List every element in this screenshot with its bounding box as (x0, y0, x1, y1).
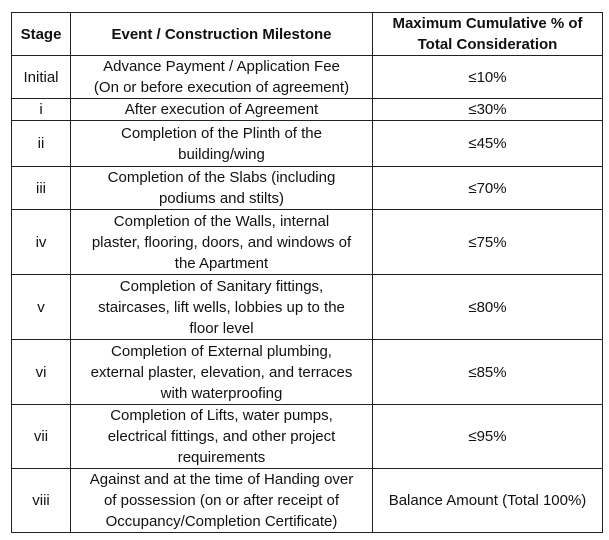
stage-cell: vi (11, 339, 71, 405)
table-row: iv Completion of the Walls, internal plast… (11, 209, 603, 275)
stage-cell: iv (11, 209, 71, 275)
event-cell: Completion of Sanitary fittings, staircas… (70, 274, 373, 340)
event-line: requirements (177, 449, 266, 466)
event-cell: Completion of the Slabs (including podium… (70, 166, 373, 210)
event-line: Against and at the time of Handing over (89, 471, 354, 488)
header-row: Stage Event / Construction Milestone Max… (11, 12, 603, 56)
event-line: floor level (189, 319, 254, 337)
percent-cell: ≤30% (372, 98, 603, 121)
event-line: Completion of Sanitary fittings, (119, 277, 324, 295)
table-row: viii Against and at the time of Handing o… (11, 468, 603, 533)
event-cell: Advance Payment / Application Fee (On or … (70, 55, 373, 99)
percent-cell: ≤70% (372, 166, 603, 210)
event-line: Occupancy/Completion Certificate) (105, 513, 338, 530)
percent-cell: Balance Amount (Total 100%) (372, 468, 603, 533)
stage-cell: ii (11, 120, 71, 167)
event-line: staircases, lift wells, lobbies up to th… (98, 298, 345, 316)
event-line: Completion of Lifts, water pumps, (110, 407, 333, 424)
event-line: electrical fittings, and other project (107, 428, 336, 445)
header-stage: Stage (11, 12, 71, 56)
event-line: of possession (on or after receipt of (103, 492, 340, 509)
stage-cell: iii (11, 166, 71, 210)
event-line: Completion of the Plinth of the (121, 124, 322, 142)
percent-cell: ≤80% (372, 274, 603, 340)
event-line: Completion of the Walls, internal (113, 212, 330, 230)
table-row: v Completion of Sanitary fittings, stairca… (11, 274, 603, 340)
table-row: i After execution of Agreement ≤30% (11, 98, 603, 121)
header-percent-line: Total Consideration (417, 36, 558, 53)
percent-cell: ≤10% (372, 55, 603, 99)
table-row: Initial Advance Payment / Application Fee… (11, 55, 603, 99)
table-row: iii Completion of the Slabs (including pod… (11, 166, 603, 210)
event-cell: Completion of External plumbing, external… (70, 339, 373, 405)
header-percent-line: Maximum Cumulative % of (392, 15, 583, 32)
stage-cell: vii (11, 404, 71, 469)
event-cell: Against and at the time of Handing over o… (70, 468, 373, 533)
event-cell: Completion of the Walls, internal plaster… (70, 209, 373, 275)
payment-schedule-table: Stage Event / Construction Milestone Max… (11, 12, 603, 533)
stage-cell: i (11, 98, 71, 121)
event-line: After execution of Agreement (124, 101, 319, 118)
event-cell: Completion of Lifts, water pumps, electri… (70, 404, 373, 469)
header-percent: Maximum Cumulative % of Total Considerat… (372, 12, 603, 56)
event-line: (On or before execution of agreement) (93, 79, 350, 96)
event-line: podiums and stilts) (158, 190, 285, 207)
percent-cell: ≤95% (372, 404, 603, 469)
stage-cell: viii (11, 468, 71, 533)
event-line: plaster, flooring, doors, and windows of (91, 233, 352, 251)
event-line: the Apartment (174, 254, 269, 272)
event-line: building/wing (178, 145, 265, 163)
event-line: Completion of the Slabs (including (107, 169, 336, 186)
table-row: ii Completion of the Plinth of the buildin… (11, 120, 603, 167)
header-event: Event / Construction Milestone (70, 12, 373, 56)
stage-cell: Initial (11, 55, 71, 99)
event-line: Advance Payment / Application Fee (103, 58, 340, 75)
event-cell: After execution of Agreement (70, 98, 373, 121)
percent-cell: ≤85% (372, 339, 603, 405)
event-cell: Completion of the Plinth of the building/… (70, 120, 373, 167)
event-line: external plaster, elevation, and terrace… (90, 363, 353, 381)
stage-cell: v (11, 274, 71, 340)
percent-cell: ≤75% (372, 209, 603, 275)
event-line: Completion of External plumbing, (111, 342, 332, 360)
table-row: vii Completion of Lifts, water pumps, elec… (11, 404, 603, 469)
event-line: with waterproofing (160, 384, 283, 402)
table-row: vi Completion of External plumbing, extern… (11, 339, 603, 405)
percent-cell: ≤45% (372, 120, 603, 167)
